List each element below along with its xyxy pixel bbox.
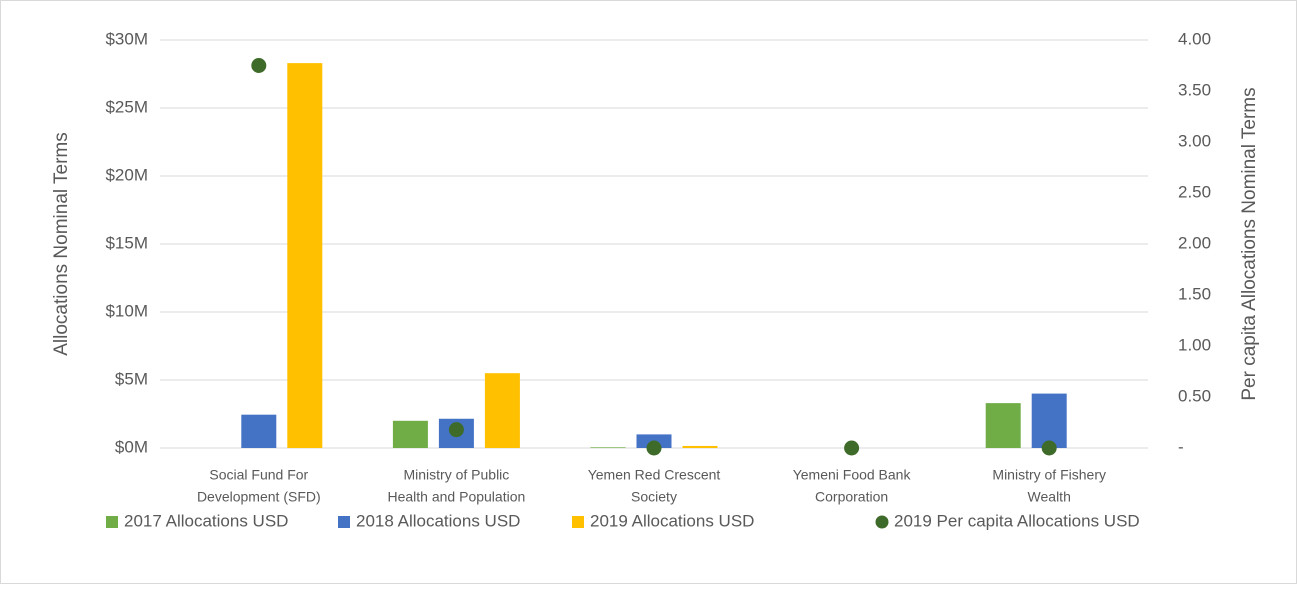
y-axis-title: Allocations Nominal Terms (51, 132, 72, 356)
x-tick-label: Development (SFD) (197, 489, 321, 505)
legend-label: 2018 Allocations USD (356, 511, 520, 530)
point (844, 440, 860, 456)
legend-marker (106, 516, 118, 528)
point (646, 440, 662, 456)
point (251, 58, 267, 73)
x-tick-label: Yemen Red Crescent (588, 467, 721, 483)
y-tick-label: $20M (105, 165, 148, 184)
legend-marker (338, 516, 350, 528)
y-tick-label: $0M (115, 437, 148, 456)
bar (241, 414, 277, 448)
legend-label: 2019 Allocations USD (590, 511, 754, 530)
legend-marker (572, 516, 584, 528)
point (448, 422, 464, 438)
y2-tick-label: - (1178, 437, 1184, 456)
x-tick-label: Social Fund For (209, 467, 308, 483)
x-tick-label: Ministry of Fishery (992, 467, 1106, 483)
y-tick-label: $15M (105, 233, 148, 252)
point (1041, 440, 1057, 456)
bar (590, 447, 626, 448)
y2-tick-label: 1.50 (1178, 284, 1211, 303)
y2-tick-label: 3.00 (1178, 131, 1211, 150)
y-tick-label: $5M (115, 369, 148, 388)
y-tick-label: $25M (105, 97, 148, 116)
y2-tick-label: 2.00 (1178, 233, 1211, 252)
x-tick-label: Yemeni Food Bank (793, 467, 912, 483)
bar (484, 373, 520, 448)
y2-tick-label: 1.00 (1178, 335, 1211, 354)
bar (985, 403, 1021, 448)
bar (682, 445, 718, 448)
x-tick-label: Wealth (1028, 489, 1071, 505)
legend-marker (875, 515, 889, 529)
y-tick-label: $30M (105, 29, 148, 48)
y2-axis-title: Per capita Allocations Nominal Terms (1239, 87, 1260, 400)
y2-tick-label: 2.50 (1178, 182, 1211, 201)
x-tick-label: Society (631, 489, 677, 505)
y2-tick-label: 4.00 (1178, 29, 1211, 48)
x-tick-label: Ministry of Public (403, 467, 509, 483)
y2-tick-label: 0.50 (1178, 386, 1211, 405)
x-tick-label: Corporation (815, 489, 888, 505)
bar (1031, 393, 1067, 448)
y-tick-label: $10M (105, 301, 148, 320)
x-tick-label: Health and Population (388, 489, 526, 505)
bar (392, 420, 428, 448)
legend-label: 2019 Per capita Allocations USD (894, 511, 1140, 530)
y2-tick-label: 3.50 (1178, 80, 1211, 99)
bar (287, 63, 323, 449)
legend-label: 2017 Allocations USD (124, 511, 288, 530)
